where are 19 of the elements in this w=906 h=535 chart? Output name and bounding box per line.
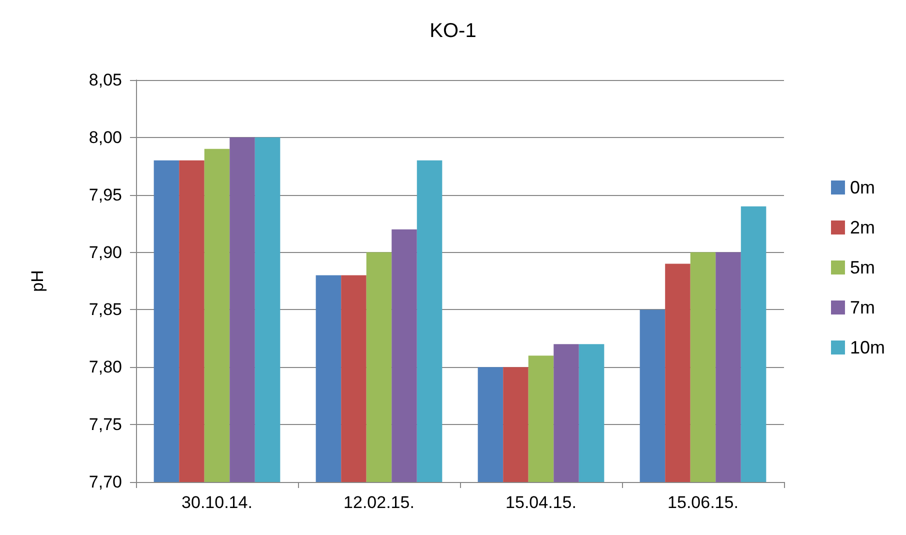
y-tick-label: 7,80 <box>88 358 122 377</box>
x-tick-label: 30.10.14. <box>182 493 252 512</box>
y-tick-label: 7,75 <box>88 415 122 434</box>
y-axis-title: pH <box>28 270 47 292</box>
y-tick-label: 7,95 <box>88 185 122 204</box>
x-tick-label: 12.02.15. <box>344 493 414 512</box>
x-tick-label: 15.04.15. <box>506 493 576 512</box>
y-tick-label: 7,85 <box>88 300 122 320</box>
x-tick-label: 15.06.15. <box>668 493 738 512</box>
y-tick-label: 7,90 <box>88 242 122 262</box>
legend-label: 0m <box>850 178 875 198</box>
legend-label: 2m <box>850 218 875 238</box>
legend-label: 5m <box>850 258 875 278</box>
y-tick-label: 8,00 <box>88 128 122 147</box>
legend-label: 7m <box>850 298 875 318</box>
y-tick-label: 7,70 <box>88 472 122 492</box>
y-tick-label: 8,05 <box>88 70 122 90</box>
chart-title: KO-1 <box>430 20 476 42</box>
legend-label: 10m <box>850 338 885 358</box>
